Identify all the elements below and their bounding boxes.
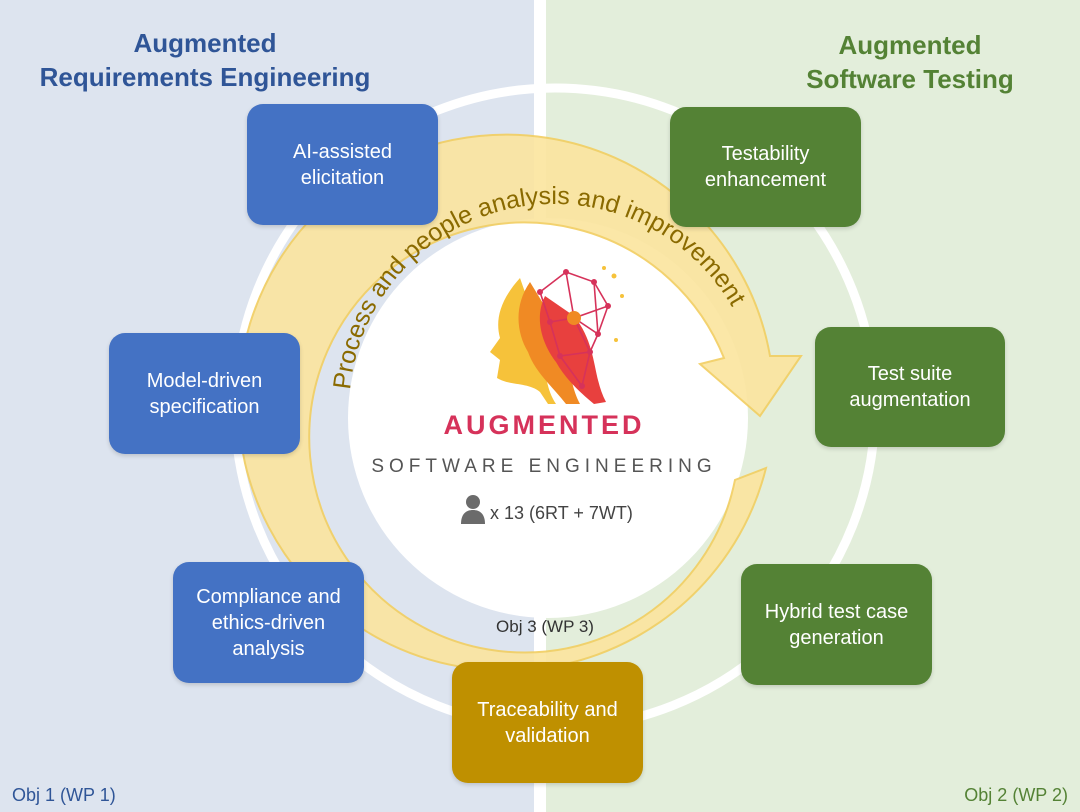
objective-2-label: Obj 2 (WP 2) [964, 785, 1068, 805]
box-compliance-analysis: Compliance and ethics-driven analysis [173, 562, 364, 683]
team-size: x 13 (6RT + 7WT) [460, 494, 633, 524]
process-arc-arrow [237, 133, 803, 672]
person-icon [461, 495, 485, 524]
objective-3-label: Obj 3 (WP 3) [496, 617, 594, 636]
team-count: x 13 (6RT + 7WT) [490, 503, 633, 523]
brand-name: AUGMENTED [443, 410, 645, 440]
ai-head-logo [490, 266, 624, 404]
brand-subtitle: SOFTWARE ENGINEERING [371, 456, 717, 477]
center-disc [348, 218, 748, 618]
objective-1-label: Obj 1 (WP 1) [12, 785, 116, 805]
title-software-testing: Augmented Software Testing [806, 30, 1014, 94]
title-requirements-engineering: Augmented Requirements Engineering [39, 28, 371, 92]
box-traceability-validation: Traceability and validation [452, 662, 643, 783]
box-hybrid-test-generation: Hybrid test case generation [741, 564, 932, 685]
box-model-driven-specification: Model-driven specification [109, 333, 300, 454]
box-test-suite-augmentation: Test suite augmentation [815, 327, 1005, 447]
box-testability-enhancement: Testability enhancement [670, 107, 861, 227]
box-ai-assisted-elicitation: AI-assisted elicitation [247, 104, 438, 225]
